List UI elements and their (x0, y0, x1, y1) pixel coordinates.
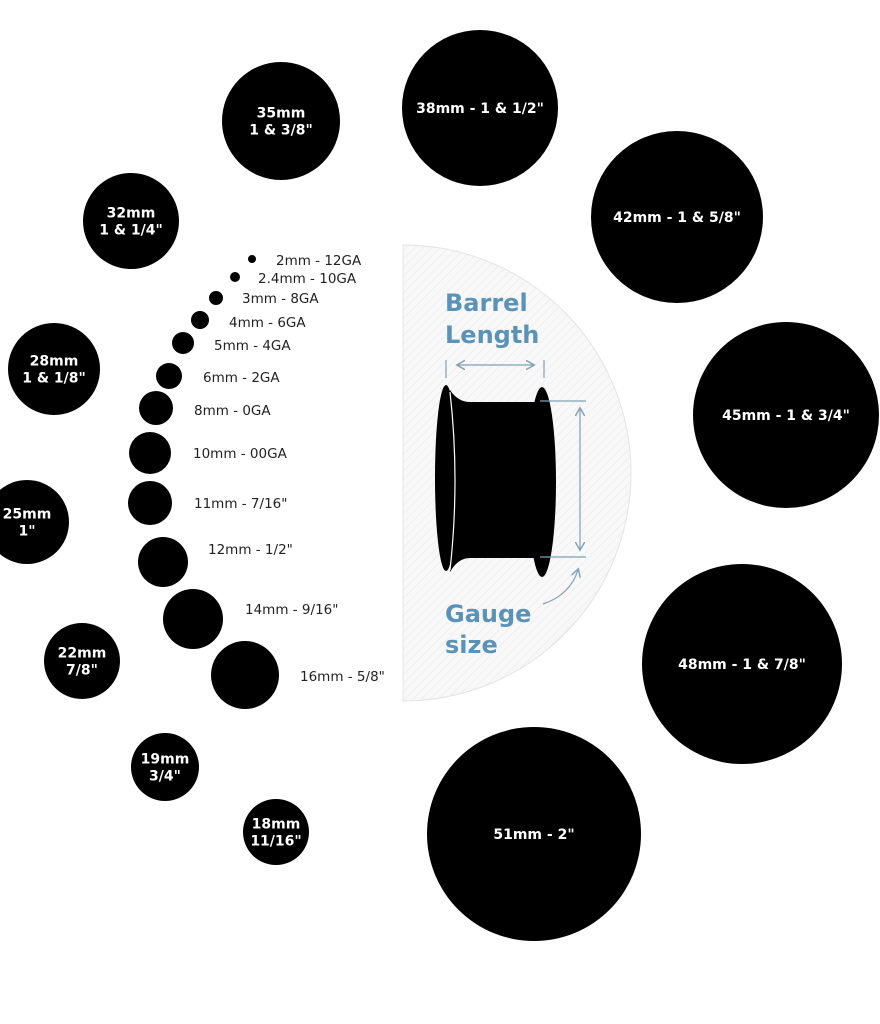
gauge-label: 2mm - 12GA (276, 253, 362, 269)
gauge-disc (139, 391, 173, 425)
gauge-disc (427, 727, 641, 941)
small-gauge: 2.4mm - 10GA (230, 271, 357, 287)
gauge-label-line1: Gauge (445, 600, 531, 628)
barrel-label-line1: Barrel (445, 289, 528, 317)
gauge-label: 3mm - 8GA (242, 291, 319, 307)
gauge-label: 16mm - 5/8" (300, 669, 385, 685)
barrel-label-line2: Length (445, 321, 539, 349)
gauge-disc (44, 623, 120, 699)
small-gauge: 5mm - 4GA (172, 332, 291, 354)
gauge-label: 1 & 1/8" (22, 371, 86, 387)
gauge-label: 32mm (107, 206, 156, 222)
gauge-label: 5mm - 4GA (214, 338, 291, 354)
gauge-label: 3/4" (149, 769, 181, 785)
gauge-label: 10mm - 00GA (193, 446, 288, 462)
gauge-disc (211, 641, 279, 709)
gauge-label: 18mm (252, 817, 301, 833)
gauge-disc (131, 733, 199, 801)
gauge-label: 42mm - 1 & 5/8" (613, 210, 741, 226)
gauge-label: 19mm (141, 752, 190, 768)
gauge-disc (191, 311, 209, 329)
gauge-label: 6mm - 2GA (203, 370, 280, 386)
gauge-label: 25mm (3, 507, 52, 523)
gauge-circle: 45mm - 1 & 3/4" (693, 322, 879, 508)
small-gauge: 14mm - 9/16" (163, 589, 338, 649)
gauge-size-arrow (540, 400, 586, 605)
gauge-disc (222, 62, 340, 180)
gauge-label: 1" (18, 524, 35, 540)
gauge-label: 7/8" (66, 663, 98, 679)
gauge-label: 8mm - 0GA (194, 403, 271, 419)
small-gauge: 10mm - 00GA (129, 432, 288, 474)
gauge-label: 14mm - 9/16" (245, 602, 338, 618)
small-gauge: 16mm - 5/8" (211, 641, 385, 709)
gauge-disc (230, 272, 240, 282)
gauge-disc (243, 799, 309, 865)
small-gauge: 11mm - 7/16" (128, 481, 287, 525)
gauge-label: 11mm - 7/16" (194, 496, 287, 512)
gauge-disc (591, 131, 763, 303)
gauge-disc (156, 363, 182, 389)
gauge-label: 28mm (30, 354, 79, 370)
gauge-label: 22mm (58, 646, 107, 662)
small-gauge: 12mm - 1/2" (138, 537, 293, 587)
barrel-length-arrow (445, 360, 545, 378)
gauge-disc (128, 481, 172, 525)
gauge-disc (172, 332, 194, 354)
gauge-circle: 38mm - 1 & 1/2" (402, 30, 558, 186)
gauge-disc (0, 480, 69, 564)
small-gauge: 2mm - 12GA (248, 253, 362, 269)
gauge-circle: 42mm - 1 & 5/8" (591, 131, 763, 303)
gauge-disc (402, 30, 558, 186)
gauge-disc (248, 255, 256, 263)
gauge-label: 2.4mm - 10GA (258, 271, 357, 287)
small-gauge: 8mm - 0GA (139, 391, 271, 425)
small-gauge: 3mm - 8GA (209, 291, 319, 307)
gauge-disc (642, 564, 842, 764)
gauge-disc (693, 322, 879, 508)
gauge-disc (129, 432, 171, 474)
gauge-circle: 48mm - 1 & 7/8" (642, 564, 842, 764)
gauge-label: 12mm - 1/2" (208, 542, 293, 558)
plug-icon (435, 385, 556, 577)
gauge-label: 48mm - 1 & 7/8" (678, 657, 806, 673)
gauge-label: 35mm (257, 106, 306, 122)
gauge-label: 51mm - 2" (493, 827, 574, 843)
small-gauge: 4mm - 6GA (191, 311, 306, 331)
small-gauge: 6mm - 2GA (156, 363, 280, 389)
gauge-label: 4mm - 6GA (229, 315, 306, 331)
gauge-label: 1 & 1/4" (99, 223, 163, 239)
gauge-disc (8, 323, 100, 415)
gauge-label: 11/16" (250, 834, 301, 850)
plug-diagram-panel: Barrel Length Gauge size (402, 244, 632, 702)
gauge-disc (138, 537, 188, 587)
gauge-disc (83, 173, 179, 269)
gauge-disc (209, 291, 223, 305)
gauge-circle: 51mm - 2" (427, 727, 641, 941)
gauge-disc (163, 589, 223, 649)
gauge-label: 1 & 3/8" (249, 123, 313, 139)
gauge-label-line2: size (445, 631, 498, 659)
gauge-label: 38mm - 1 & 1/2" (416, 101, 544, 117)
small-gauge-circles: 2mm - 12GA 2.4mm - 10GA 3mm - 8GA 4mm - 6GA… (128, 253, 385, 709)
gauge-label: 45mm - 1 & 3/4" (722, 408, 850, 424)
